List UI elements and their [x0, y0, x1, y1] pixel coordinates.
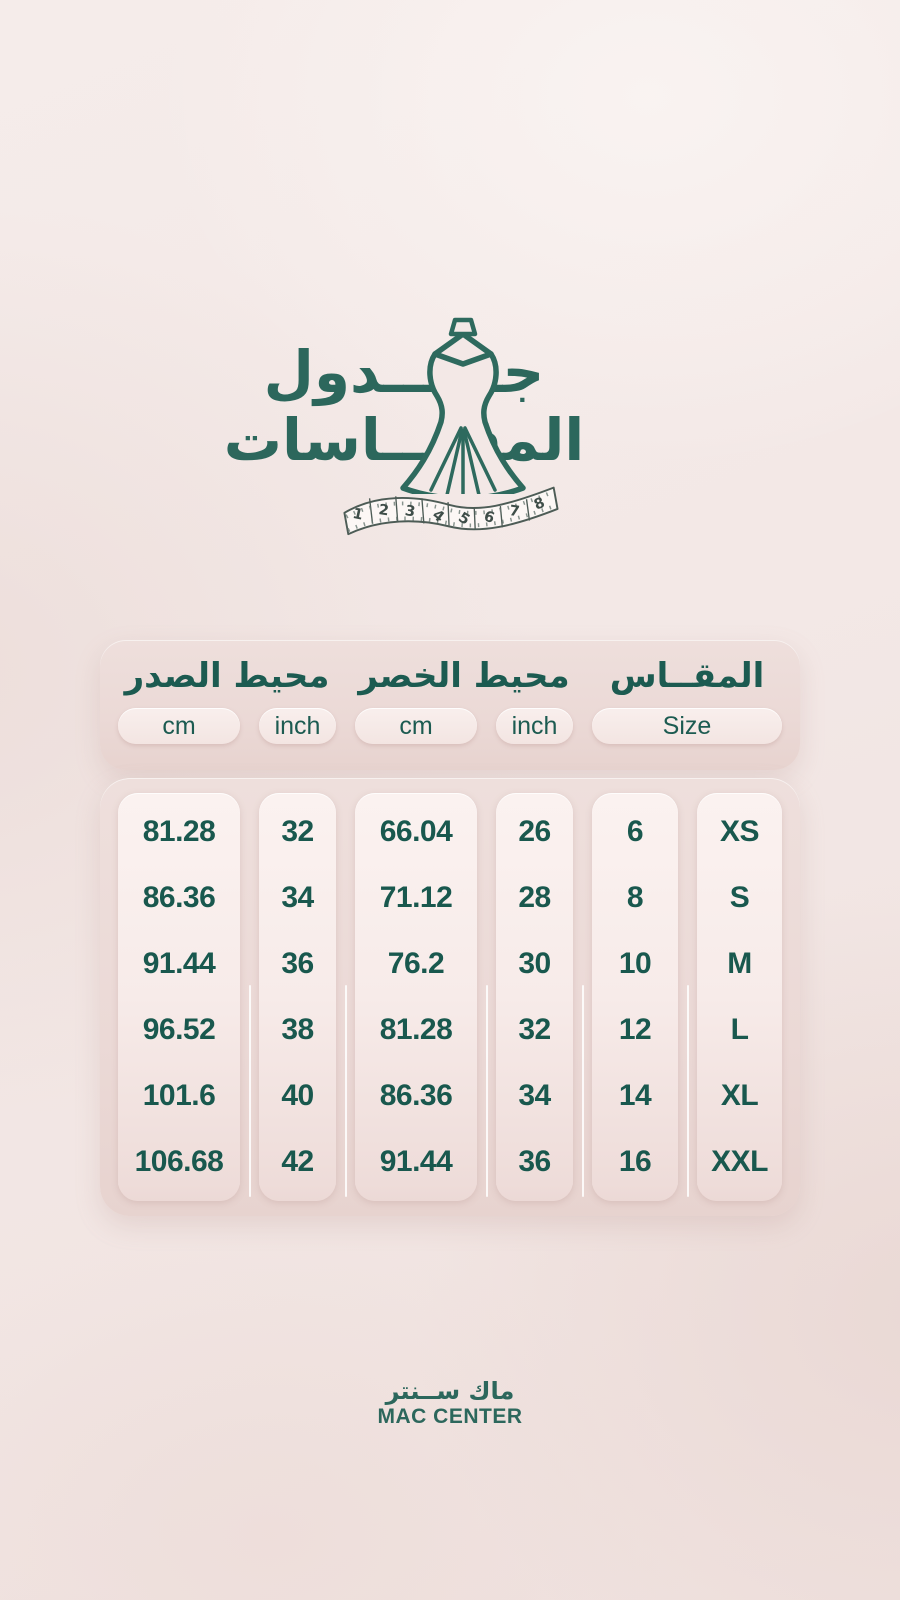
column-group-title-size: المقــاس: [609, 656, 765, 696]
table-cell: M: [727, 947, 752, 980]
table-cell: 101.6: [142, 1079, 216, 1112]
table-cell: 106.68: [134, 1145, 224, 1178]
table-cell: 96.52: [142, 1013, 216, 1046]
brand-name-english: MAC CENTER: [377, 1405, 523, 1428]
table-cell: 66.04: [379, 815, 453, 848]
dress-icon: [400, 317, 526, 494]
tape-number: 6: [482, 509, 497, 527]
unit-pill-chest-cm: cm: [118, 708, 240, 744]
brand-logo: جــــــدول المقــــاسات: [0, 308, 900, 548]
unit-pill-waist-cm: cm: [355, 708, 477, 744]
table-cell: 26: [518, 815, 551, 848]
table-cell: XL: [720, 1079, 759, 1112]
tape-number: 3: [404, 503, 417, 521]
table-cell: 81.28: [379, 1013, 453, 1046]
tape-number: 7: [508, 503, 520, 520]
table-cell: 91.44: [379, 1145, 453, 1178]
table-cell: 42: [281, 1145, 314, 1178]
table-cell: 32: [518, 1013, 551, 1046]
table-cell: S: [729, 881, 750, 914]
column-chest-cm: 81.28 86.36 91.44 96.52 101.6 106.68: [118, 793, 251, 1201]
table-cell: 91.44: [142, 947, 216, 980]
column-size-us: 6 8 10 12 14 16: [592, 793, 689, 1201]
table-cell: 10: [618, 947, 652, 980]
table-cell: XXL: [711, 1145, 768, 1178]
table-cell: 12: [618, 1013, 652, 1046]
unit-pill-size: Size: [592, 708, 782, 744]
table-cell: L: [730, 1013, 749, 1046]
table-cell: 32: [281, 815, 314, 848]
table-cell: 71.12: [379, 881, 453, 914]
table-cell: 81.28: [142, 815, 216, 848]
table-cell: 40: [281, 1079, 314, 1112]
unit-pill-waist-inch: inch: [496, 708, 573, 744]
measuring-tape-icon: 1 2 3 4 5 6 7 8: [343, 486, 559, 536]
size-table-body: 81.28 86.36 91.44 96.52 101.6 106.68 32 …: [100, 778, 800, 1216]
unit-pill-chest-inch: inch: [259, 708, 336, 744]
column-group-title-chest: محيط الصدر: [124, 656, 330, 696]
table-cell: 14: [618, 1079, 652, 1112]
table-cell: 34: [518, 1079, 551, 1112]
table-cell: 36: [518, 1145, 551, 1178]
column-chest-inch: 32 34 36 38 40 42: [259, 793, 347, 1201]
column-waist-inch: 26 28 30 32 34 36: [496, 793, 584, 1201]
table-cell: 6: [626, 815, 644, 848]
table-cell: 86.36: [142, 881, 216, 914]
table-cell: 28: [518, 881, 551, 914]
brand-footer: ماك ســنتر MAC CENTER: [0, 1378, 900, 1430]
table-cell: 8: [626, 881, 644, 914]
table-cell: 34: [281, 881, 314, 914]
table-cell: 30: [518, 947, 551, 980]
table-cell: 16: [618, 1145, 652, 1178]
logo-title-line2: المقــــاسات: [223, 406, 585, 474]
table-cell: XS: [719, 815, 760, 848]
tape-number: 2: [378, 502, 390, 519]
table-cell: 36: [281, 947, 314, 980]
size-table-header: محيط الصدر محيط الخصر المقــاس cm inch c…: [100, 640, 800, 770]
table-cell: 86.36: [379, 1079, 453, 1112]
table-cell: 38: [281, 1013, 314, 1046]
tape-number: 1: [351, 506, 364, 524]
brand-name-arabic: ماك ســنتر: [385, 1377, 515, 1405]
column-group-title-waist: محيط الخصر: [358, 656, 570, 696]
column-waist-cm: 66.04 71.12 76.2 81.28 86.36 91.44: [355, 793, 488, 1201]
table-cell: 76.2: [387, 947, 445, 980]
column-size-letter: XS S M L XL XXL: [697, 793, 782, 1201]
